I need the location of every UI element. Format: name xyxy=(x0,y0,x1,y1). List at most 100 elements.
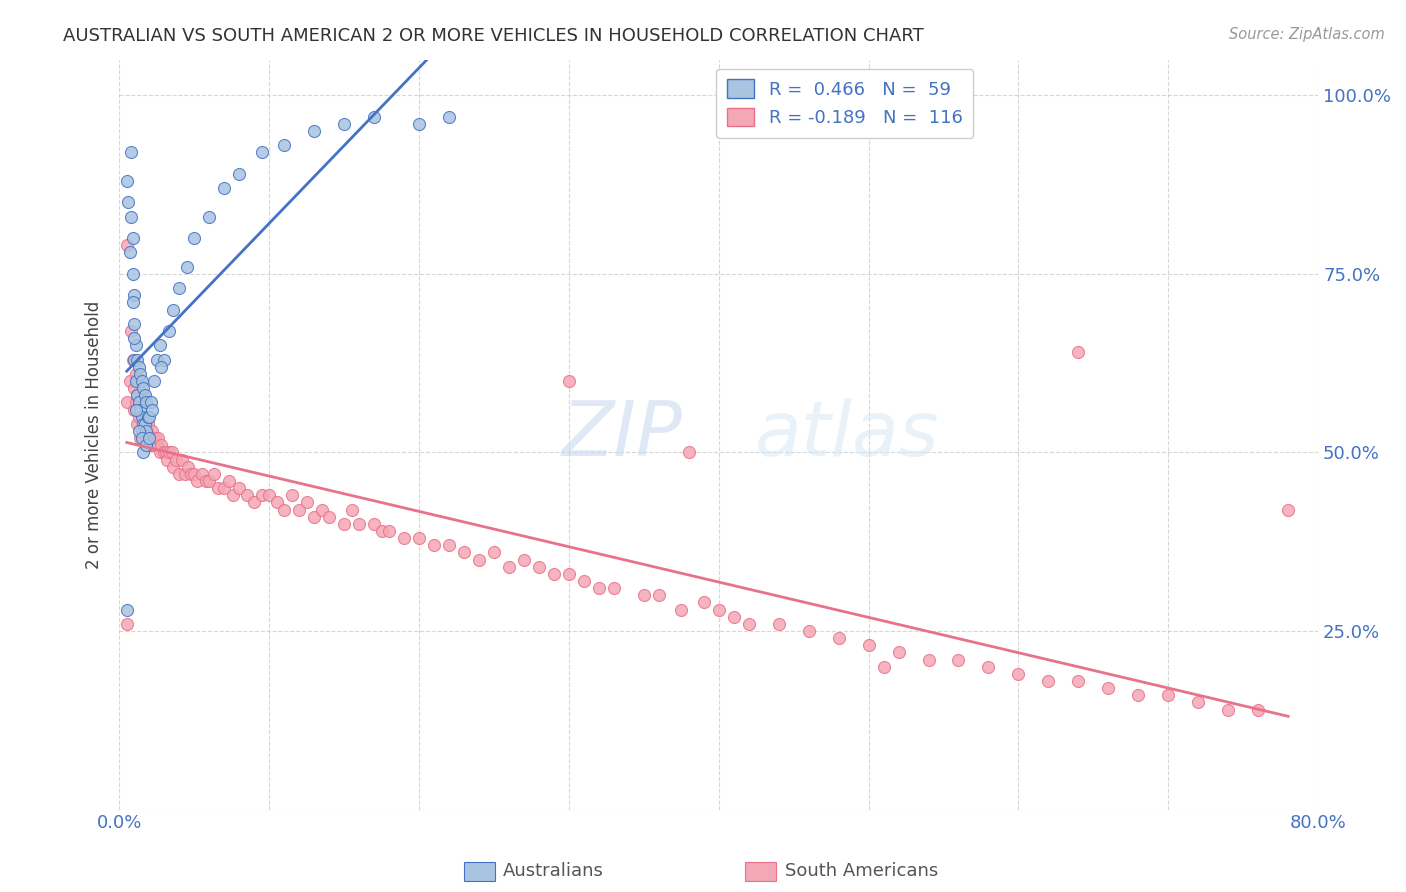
Legend: R =  0.466   N =  59, R = -0.189   N =  116: R = 0.466 N = 59, R = -0.189 N = 116 xyxy=(717,69,973,138)
Point xyxy=(453,545,475,559)
Point xyxy=(588,581,610,595)
Point xyxy=(153,445,176,459)
Point xyxy=(207,481,229,495)
Point xyxy=(122,288,145,302)
Point xyxy=(127,388,149,402)
Point xyxy=(1007,666,1029,681)
Point xyxy=(257,488,280,502)
Text: atlas: atlas xyxy=(755,398,939,472)
Point xyxy=(333,516,356,531)
Point xyxy=(132,388,155,402)
Point xyxy=(127,417,149,431)
Point xyxy=(977,659,1000,673)
Point xyxy=(186,474,208,488)
Point xyxy=(135,431,157,445)
Point xyxy=(150,359,173,374)
Point xyxy=(498,559,520,574)
Text: Australians: Australians xyxy=(503,863,605,880)
Point xyxy=(558,566,581,581)
Point xyxy=(134,424,156,438)
Point xyxy=(437,110,460,124)
Point xyxy=(129,395,152,409)
Point xyxy=(768,616,790,631)
Point xyxy=(139,438,162,452)
Point xyxy=(302,509,325,524)
Point xyxy=(131,409,153,424)
Point xyxy=(333,117,356,131)
Point xyxy=(150,438,173,452)
Point xyxy=(513,552,536,566)
Point xyxy=(482,545,505,559)
Point xyxy=(141,402,163,417)
Point xyxy=(143,431,166,445)
Point xyxy=(128,409,150,424)
Point xyxy=(797,624,820,638)
Point xyxy=(115,238,138,252)
Point xyxy=(162,459,184,474)
Point xyxy=(131,424,153,438)
Point xyxy=(872,659,894,673)
Point xyxy=(347,516,370,531)
Point xyxy=(218,474,240,488)
Point xyxy=(145,438,167,452)
Point xyxy=(118,245,141,260)
Point xyxy=(273,138,295,153)
Point xyxy=(378,524,401,538)
Point xyxy=(183,467,205,481)
Point xyxy=(127,388,149,402)
Point xyxy=(212,181,235,195)
Point xyxy=(129,431,152,445)
Text: AUSTRALIAN VS SOUTH AMERICAN 2 OR MORE VEHICLES IN HOUSEHOLD CORRELATION CHART: AUSTRALIAN VS SOUTH AMERICAN 2 OR MORE V… xyxy=(63,27,924,45)
Point xyxy=(136,417,159,431)
Point xyxy=(132,409,155,424)
Point xyxy=(370,524,392,538)
Point xyxy=(183,231,205,245)
Point xyxy=(138,409,160,424)
Point xyxy=(122,331,145,345)
Point xyxy=(115,602,138,616)
Point xyxy=(138,431,160,445)
Point xyxy=(134,417,156,431)
Point xyxy=(157,445,180,459)
Point xyxy=(172,452,194,467)
Point xyxy=(128,395,150,409)
Point xyxy=(128,359,150,374)
Point xyxy=(671,602,693,616)
Point xyxy=(120,145,142,160)
Point xyxy=(572,574,595,588)
Point xyxy=(165,452,187,467)
Point xyxy=(122,381,145,395)
Point xyxy=(155,445,177,459)
Point xyxy=(198,210,221,224)
Point xyxy=(138,431,160,445)
Point xyxy=(142,438,165,452)
Point xyxy=(129,367,152,381)
Point xyxy=(318,509,340,524)
Point xyxy=(160,445,183,459)
Point xyxy=(295,495,318,509)
Point xyxy=(280,488,302,502)
Point xyxy=(202,467,225,481)
Point xyxy=(737,616,759,631)
Point xyxy=(176,260,198,274)
Point xyxy=(288,502,311,516)
Point xyxy=(678,445,700,459)
Point xyxy=(693,595,716,609)
Point xyxy=(149,445,172,459)
Point xyxy=(437,538,460,552)
Point xyxy=(156,452,179,467)
Point xyxy=(132,445,155,459)
Point xyxy=(145,352,167,367)
Point xyxy=(120,324,142,338)
Point xyxy=(125,367,148,381)
Point xyxy=(190,467,212,481)
Point xyxy=(198,474,221,488)
Point xyxy=(1157,688,1180,702)
Point xyxy=(115,616,138,631)
Point xyxy=(115,174,138,188)
Point xyxy=(122,352,145,367)
Point xyxy=(136,409,159,424)
Point xyxy=(148,431,170,445)
Point xyxy=(174,467,197,481)
Point xyxy=(392,531,415,545)
